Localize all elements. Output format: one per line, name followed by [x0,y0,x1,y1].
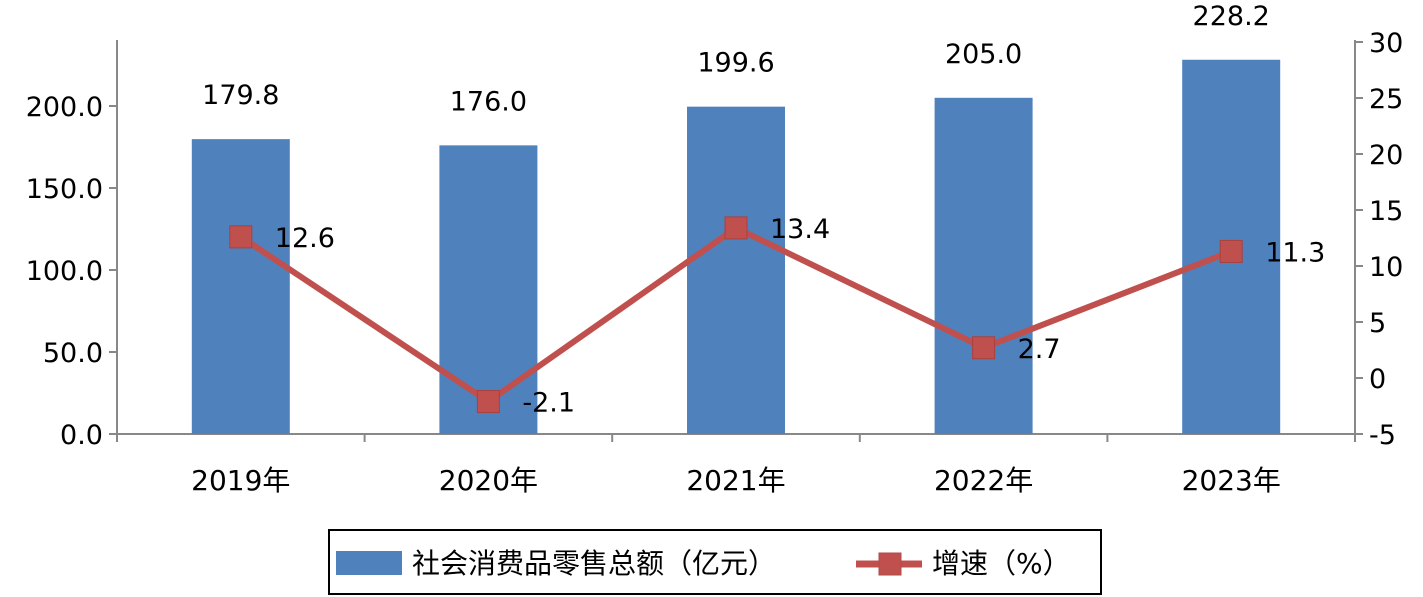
x-tick-label: 2020年 [439,464,538,497]
right-tick-label: 25 [1369,84,1403,115]
line-point [229,225,253,249]
bar-value-label: 205.0 [945,39,1022,70]
bar-value-label: 176.0 [450,86,527,117]
x-tick-label: 2021年 [686,464,785,497]
line-point [972,336,996,360]
line-value-label: 12.6 [275,223,335,254]
bar-value-label: 199.6 [697,48,774,79]
data-labels: 179.8 176.0 199.6 205.0 228.2 12.6 -2.1 13.4 2.7… [202,1,1325,419]
line-value-label: 13.4 [770,214,830,245]
right-tick-label: -5 [1369,420,1396,451]
left-tick-label: 200.0 [26,92,103,123]
line-series [229,216,1243,414]
left-tick-label: 150.0 [26,174,103,205]
right-tick-label: 20 [1369,140,1403,171]
x-tick-label: 2022年 [934,464,1033,497]
line-value-label: 11.3 [1265,237,1325,268]
left-tick-label: 50.0 [43,338,103,369]
bar-value-label: 228.2 [1193,1,1270,32]
legend: 社会消费品零售总额（亿元） 增速（%） [328,529,1102,595]
left-tick-label: 100.0 [26,256,103,287]
legend-line-label: 增速（%） [932,547,1071,580]
right-tick-label: 15 [1369,196,1403,227]
right-tick-label: 30 [1369,28,1403,59]
legend-line-marker [878,552,902,576]
legend-box [328,529,1102,595]
bar [191,139,290,435]
right-tick-label: 5 [1369,308,1386,339]
line-point [724,216,748,240]
legend-bar-swatch [336,551,402,575]
line-value-label: -2.1 [522,388,575,419]
bar-series [191,59,1281,435]
x-tick-label: 2019年 [191,464,290,497]
line-point [1219,239,1243,263]
right-tick-label: 10 [1369,252,1403,283]
line-point [476,390,500,414]
bar [439,145,538,435]
bar [934,97,1033,435]
bar [687,106,785,434]
right-tick-label: 0 [1369,364,1386,395]
x-tick-label: 2023年 [1182,464,1281,497]
legend-bar-label: 社会消费品零售总额（亿元） [412,547,776,580]
bar-value-label: 179.8 [202,80,279,111]
line-value-label: 2.7 [1018,334,1061,365]
left-tick-label: 0.0 [60,420,103,451]
axes: 0.0 50.0 100.0 150.0 200.0 -5 0 5 10 15 20 25 30 2019… [26,28,1404,497]
